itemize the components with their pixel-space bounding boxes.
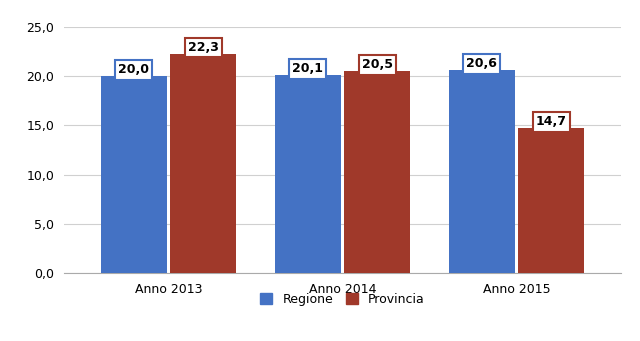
Legend: Regione, Provincia: Regione, Provincia bbox=[255, 288, 430, 311]
Bar bbox=[344, 72, 410, 273]
Text: 20,1: 20,1 bbox=[292, 62, 323, 75]
Bar bbox=[170, 54, 236, 273]
Bar bbox=[518, 129, 584, 273]
Text: 20,5: 20,5 bbox=[362, 58, 393, 72]
Text: 20,6: 20,6 bbox=[466, 58, 497, 71]
Text: 14,7: 14,7 bbox=[536, 116, 566, 129]
Bar bbox=[100, 76, 166, 273]
Bar bbox=[449, 71, 515, 273]
Bar bbox=[275, 75, 340, 273]
Text: 22,3: 22,3 bbox=[188, 41, 219, 54]
Text: 20,0: 20,0 bbox=[118, 63, 149, 76]
